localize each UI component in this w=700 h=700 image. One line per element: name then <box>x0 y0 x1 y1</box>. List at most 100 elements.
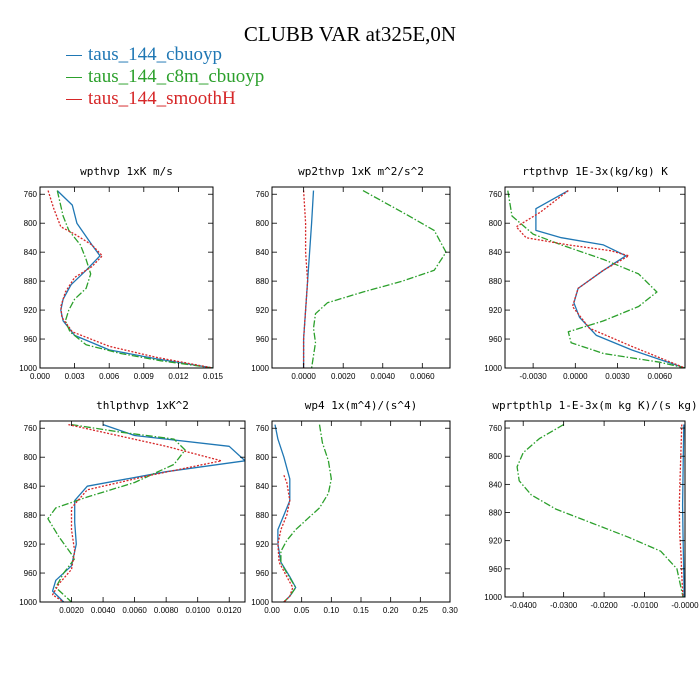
x-tick-label: 0.20 <box>383 606 399 615</box>
x-tick-label: 0.0060 <box>122 606 147 615</box>
y-tick-label: 800 <box>256 453 270 462</box>
y-tick-label: 880 <box>24 277 38 286</box>
x-tick-label: 0.0030 <box>605 372 630 381</box>
x-tick-label: 0.000 <box>30 372 51 381</box>
y-tick-label: 920 <box>489 306 503 315</box>
legend-label-c8m-cbuoyp: taus_144_c8m_cbuoyp <box>88 66 265 87</box>
x-tick-label: 0.012 <box>168 372 189 381</box>
y-tick-label: 840 <box>24 482 38 491</box>
x-tick-label: 0.10 <box>324 606 340 615</box>
series-line-2 <box>507 190 685 368</box>
panel-title: thlpthvp 1xK^2 <box>96 399 189 412</box>
y-tick-label: 800 <box>489 219 503 228</box>
series-line-3 <box>678 424 684 597</box>
y-tick-label: 1000 <box>19 364 37 373</box>
panel-title: wp4 1x(m^4)/(s^4) <box>305 399 418 412</box>
x-tick-label: -0.0400 <box>510 601 538 610</box>
legend-item-c8m-cbuoyp: taus_144_c8m_cbuoyp <box>66 66 264 88</box>
y-tick-label: 800 <box>24 219 38 228</box>
y-tick-label: 760 <box>24 424 38 433</box>
figure-title: CLUBB VAR at325E,0N <box>243 22 457 46</box>
panel-6: wprtpthlp 1-E-3x(m kg K)/(s kg) -0.0400 -0… <box>484 399 699 610</box>
y-tick-label: 1000 <box>251 364 269 373</box>
plot-frame <box>504 186 686 369</box>
legend-item-cbuoyp: taus_144_cbuoyp <box>66 44 222 66</box>
y-tick-label: 760 <box>489 424 503 433</box>
y-tick-label: 920 <box>256 306 270 315</box>
y-tick-label: 880 <box>489 509 503 518</box>
legend-swatch-smoothh <box>66 99 82 101</box>
plot-frame <box>271 420 451 603</box>
x-tick-label: 0.009 <box>134 372 155 381</box>
y-tick-label: 760 <box>256 190 270 199</box>
x-tick-label: 0.0060 <box>647 372 672 381</box>
x-tick-label: 0.0040 <box>91 606 116 615</box>
panel-title: wpthvp 1xK m/s <box>80 165 173 178</box>
y-tick-label: 800 <box>256 219 270 228</box>
y-tick-label: 760 <box>489 190 503 199</box>
y-tick-label: 960 <box>256 569 270 578</box>
y-tick-label: 840 <box>489 480 503 489</box>
y-tick-label: 920 <box>24 306 38 315</box>
series-line-2 <box>56 190 213 368</box>
legend-swatch-c8m-cbuoyp <box>66 77 82 79</box>
x-tick-label: -0.0100 <box>631 601 659 610</box>
y-tick-label: 960 <box>24 335 38 344</box>
y-tick-label: 880 <box>24 511 38 520</box>
plot-frame <box>39 186 214 369</box>
x-tick-label: 0.05 <box>294 606 310 615</box>
y-tick-label: 880 <box>489 277 503 286</box>
x-tick-label: 0.00 <box>264 606 280 615</box>
y-tick-label: 960 <box>489 335 503 344</box>
panel-5: wp4 1x(m^4)/(s^4) 0.00 0.05 0.10 0.15 0.20 0.2… <box>251 399 458 615</box>
legend-label-smoothh: taus_144_smoothH <box>88 88 236 109</box>
y-tick-label: 1000 <box>251 598 269 607</box>
y-tick-label: 880 <box>256 277 270 286</box>
x-tick-label: 0.0040 <box>371 372 396 381</box>
panel-title: wprtpthlp 1-E-3x(m kg K)/(s kg) <box>492 399 697 412</box>
y-tick-label: 760 <box>24 190 38 199</box>
series-line-2 <box>310 190 447 368</box>
x-tick-label: 0.0000 <box>563 372 588 381</box>
y-tick-label: 840 <box>256 482 270 491</box>
y-tick-label: 920 <box>489 537 503 546</box>
x-tick-label: 0.0120 <box>217 606 242 615</box>
x-tick-label: 0.0080 <box>154 606 179 615</box>
panel-2: wp2thvp 1xK m^2/s^2 0.0000 0.0020 0.0040 0.0… <box>251 165 451 381</box>
x-tick-label: -0.0300 <box>550 601 578 610</box>
y-tick-label: 800 <box>24 453 38 462</box>
legend-swatch-cbuoyp <box>66 55 82 57</box>
panel-4: thlpthvp 1xK^2 0.0020 0.0040 0.0060 0.0080 0.… <box>19 399 246 615</box>
panel-title: rtpthvp 1E-3x(kg/kg) K <box>522 165 668 178</box>
y-tick-label: 760 <box>256 424 270 433</box>
y-tick-label: 960 <box>24 569 38 578</box>
plot-frame <box>504 420 686 598</box>
series-line-1 <box>535 190 685 368</box>
x-tick-label: 0.25 <box>413 606 429 615</box>
x-tick-label: -0.0000 <box>671 601 699 610</box>
x-tick-label: 0.015 <box>203 372 224 381</box>
y-tick-label: 1000 <box>484 364 502 373</box>
y-tick-label: 800 <box>489 452 503 461</box>
y-tick-label: 1000 <box>484 593 502 602</box>
x-tick-label: 0.006 <box>99 372 120 381</box>
series-line-2 <box>47 423 186 602</box>
x-tick-label: -0.0030 <box>520 372 548 381</box>
series-line-3 <box>47 190 213 368</box>
x-tick-label: 0.0020 <box>331 372 356 381</box>
panel-title: wp2thvp 1xK m^2/s^2 <box>298 165 424 178</box>
x-tick-label: 0.003 <box>65 372 86 381</box>
x-tick-label: 0.0060 <box>410 372 435 381</box>
plot-frame <box>39 420 246 603</box>
x-tick-label: 0.0000 <box>291 372 316 381</box>
y-tick-label: 840 <box>24 248 38 257</box>
series-line-1 <box>51 423 245 602</box>
y-tick-label: 920 <box>24 540 38 549</box>
series-line-2 <box>516 423 684 597</box>
y-tick-label: 880 <box>256 511 270 520</box>
y-tick-label: 960 <box>256 335 270 344</box>
panel-1: wpthvp 1xK m/s 0.000 0.003 0.006 0.009 0.012 0… <box>19 165 223 381</box>
x-tick-label: 0.30 <box>442 606 458 615</box>
panel-3: rtpthvp 1E-3x(kg/kg) K -0.0030 0.0000 0.003… <box>484 165 686 381</box>
